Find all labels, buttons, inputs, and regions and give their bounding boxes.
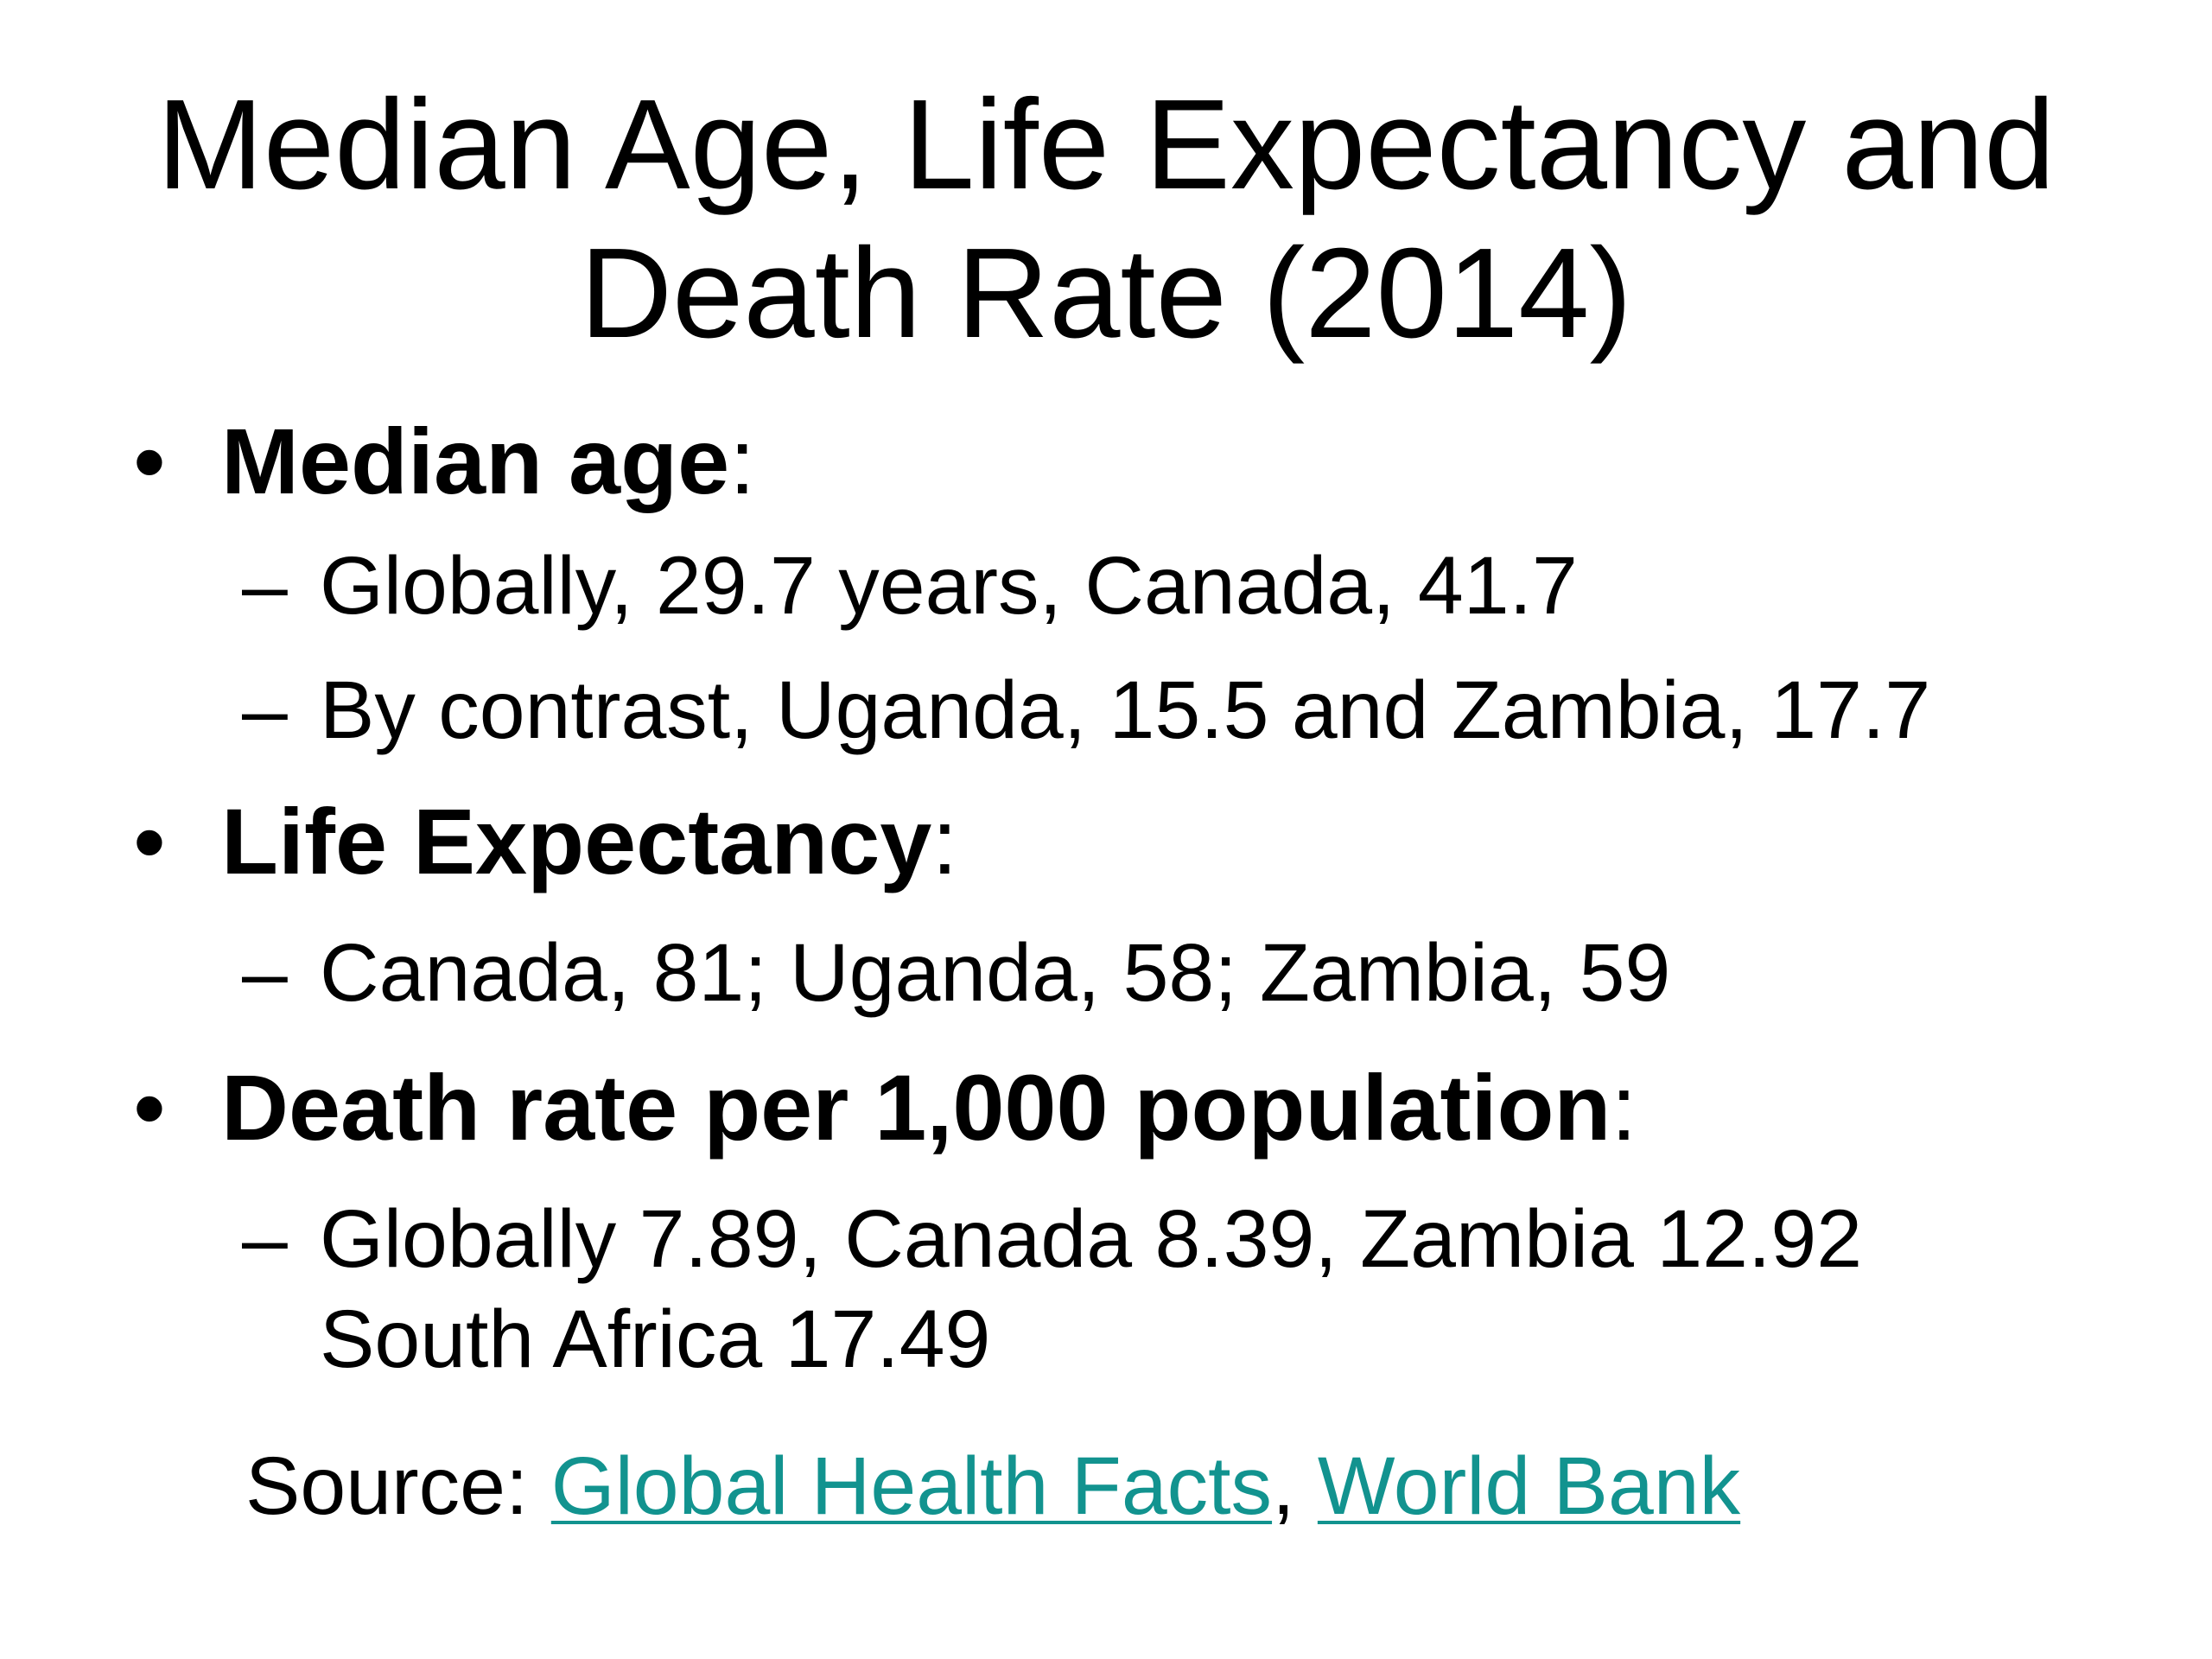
bullet-dot-icon: • xyxy=(133,1055,166,1160)
link-global-health-facts[interactable]: Global Health Facts xyxy=(550,1440,1273,1532)
dash-icon: – xyxy=(242,927,288,1019)
bullet-colon: : xyxy=(931,789,958,893)
sub-item-text: By contrast, Uganda, 15.5 and Zambia, 17… xyxy=(320,664,1931,756)
slide-title-line-2: Death Rate (2014) xyxy=(580,222,1632,365)
bullet-dot-icon: • xyxy=(133,409,166,513)
bullet-life-expectancy: • Life Expectancy: xyxy=(130,786,2117,897)
sub-item: – Canada, 81; Uganda, 58; Zambia, 59 xyxy=(130,923,2117,1023)
link-world-bank[interactable]: World Bank xyxy=(1317,1440,1741,1532)
slide-title: Median Age, Life Expectancy and Death Ra… xyxy=(0,71,2212,368)
source-line: Source: Global Health Facts, World Bank xyxy=(245,1436,1740,1536)
sub-item: – By contrast, Uganda, 15.5 and Zambia, … xyxy=(130,660,2117,760)
dash-icon: – xyxy=(242,664,288,756)
bullet-colon: : xyxy=(729,409,756,513)
bullet-term: Life Expectancy xyxy=(221,789,932,893)
bullet-median-age: • Median age: xyxy=(130,406,2117,517)
bullet-dot-icon: • xyxy=(133,789,166,893)
sub-item-text: Globally, 29.7 years, Canada, 41.7 xyxy=(320,540,1578,632)
bullet-death-rate: • Death rate per 1,000 population: xyxy=(130,1052,2117,1163)
source-label: Source: xyxy=(245,1440,551,1532)
sub-item-text: Canada, 81; Uganda, 58; Zambia, 59 xyxy=(320,927,1671,1019)
bullet-term: Death rate per 1,000 population xyxy=(221,1055,1611,1160)
sub-item-text: South Africa 17.49 xyxy=(320,1294,991,1385)
source-separator: , xyxy=(1272,1440,1318,1532)
sub-item-continuation: South Africa 17.49 xyxy=(130,1289,2117,1389)
sub-item: – Globally 7.89, Canada 8.39, Zambia 12.… xyxy=(130,1189,2117,1289)
bullet-colon: : xyxy=(1611,1055,1637,1160)
sub-item-text: Globally 7.89, Canada 8.39, Zambia 12.92 xyxy=(320,1193,1863,1285)
slide-title-line-1: Median Age, Life Expectancy and xyxy=(156,73,2056,216)
dash-icon: – xyxy=(242,540,288,632)
slide-content: • Median age: – Globally, 29.7 years, Ca… xyxy=(130,406,2117,1389)
dash-icon: – xyxy=(242,1193,288,1285)
sub-item: – Globally, 29.7 years, Canada, 41.7 xyxy=(130,536,2117,636)
bullet-term: Median age xyxy=(221,409,730,513)
